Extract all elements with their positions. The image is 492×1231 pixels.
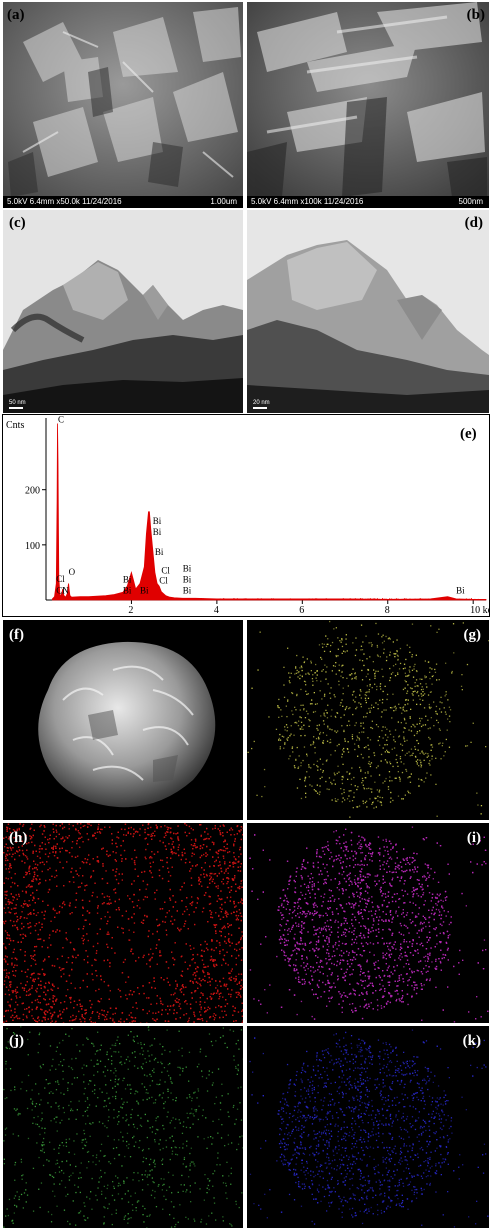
tem-texture-d — [247, 210, 489, 413]
sem-texture-a — [3, 2, 243, 208]
tem-scale-bar-c — [9, 407, 23, 409]
panel-label-i: (i) — [466, 830, 481, 846]
peak-label-cl-11: Cl — [161, 566, 170, 576]
panel-label-g: (g) — [463, 627, 482, 643]
sem-info-a: 5.0kV 6.4mm x50.0k 11/24/2016 — [7, 197, 122, 206]
element-map-h: (h) — [3, 823, 243, 1023]
peak-label-bi-16: Bi — [456, 585, 465, 595]
peak-label-bi-14: Bi — [183, 574, 192, 584]
element-map-k: (k) — [247, 1026, 489, 1228]
sem-texture-f — [3, 620, 243, 820]
sem-microsphere-f: (f) — [3, 620, 243, 820]
panel-label-k: (k) — [462, 1033, 481, 1049]
sem-scale-b: 500nm — [458, 197, 483, 206]
peak-label-bi-6: Bi — [123, 585, 132, 595]
panel-label-e: (e) — [460, 426, 477, 442]
y-tick-label-100: 100 — [25, 541, 40, 552]
tem-scale-text-d: 20 nm — [253, 400, 270, 406]
map-dots-h — [3, 823, 243, 1023]
tem-scale-d: 20 nm — [253, 400, 270, 409]
sem-scale-a: 1.00um — [210, 197, 237, 206]
peak-label-bi-8: Bi — [153, 516, 162, 526]
peak-label-n-3: N — [62, 585, 69, 595]
chart-frame — [2, 414, 490, 617]
panel-label-c: (c) — [9, 215, 26, 231]
peak-label-bi-15: Bi — [183, 585, 192, 595]
tem-scale-bar-d — [253, 407, 267, 409]
element-map-j: (j) — [3, 1026, 243, 1228]
map-dots-k — [247, 1026, 489, 1228]
x-tick-label-2: 2 — [128, 605, 133, 616]
tem-image-c: (c) 50 nm — [3, 210, 243, 413]
peak-label-o-4: O — [69, 567, 76, 577]
x-tick-label-8: 8 — [385, 605, 390, 616]
sem-image-b: (b) 5.0kV 6.4mm x100k 11/24/2016 500nm — [247, 2, 489, 208]
x-tick-label-6: 6 — [299, 605, 304, 616]
tem-texture-c — [3, 210, 243, 413]
peak-label-cl-12: Cl — [159, 575, 168, 585]
spectrum-series-0 — [51, 423, 487, 601]
map-dots-g — [247, 620, 489, 820]
peak-label-bi-5: Bi — [123, 574, 132, 584]
sem-info-b: 5.0kV 6.4mm x100k 11/24/2016 — [251, 197, 364, 206]
peak-label-cl-2: Cl — [56, 585, 65, 595]
sem-info-bar-b: 5.0kV 6.4mm x100k 11/24/2016 500nm — [247, 196, 489, 208]
element-map-i: (i) — [247, 823, 489, 1023]
panel-label-a: (a) — [7, 7, 25, 23]
sem-info-bar-a: 5.0kV 6.4mm x50.0k 11/24/2016 1.00um — [3, 196, 243, 208]
panel-label-f: (f) — [9, 627, 24, 643]
peak-label-bi-9: Bi — [153, 527, 162, 537]
x-tick-label-10: 10 keV — [470, 605, 490, 616]
panel-label-j: (j) — [9, 1033, 24, 1049]
element-map-g: (g) — [247, 620, 489, 820]
panel-label-d: (d) — [464, 215, 483, 231]
tem-image-d: (d) 20 nm — [247, 210, 489, 413]
tem-scale-text-c: 50 nm — [9, 400, 26, 406]
spectrum-noise — [71, 596, 483, 600]
map-dots-j — [3, 1026, 243, 1228]
map-dots-i — [247, 823, 489, 1023]
sem-image-a: (a) 5.0kV 6.4mm x50.0k 11/24/2016 1.00um — [3, 2, 243, 208]
peak-label-cl-1: Cl — [56, 574, 65, 584]
sem-texture-b — [247, 2, 489, 208]
peak-label-bi-7: Bi — [140, 585, 149, 595]
panel-label-b: (b) — [466, 7, 485, 23]
peak-label-bi-10: Bi — [155, 547, 164, 557]
panel-label-h: (h) — [9, 830, 28, 846]
tem-scale-c: 50 nm — [9, 400, 26, 409]
peak-label-c-0: C — [58, 414, 64, 424]
y-tick-label-200: 200 — [25, 486, 40, 497]
x-tick-label-4: 4 — [214, 605, 219, 616]
y-axis-label: Cnts — [6, 420, 24, 431]
peak-label-bi-13: Bi — [183, 563, 192, 573]
